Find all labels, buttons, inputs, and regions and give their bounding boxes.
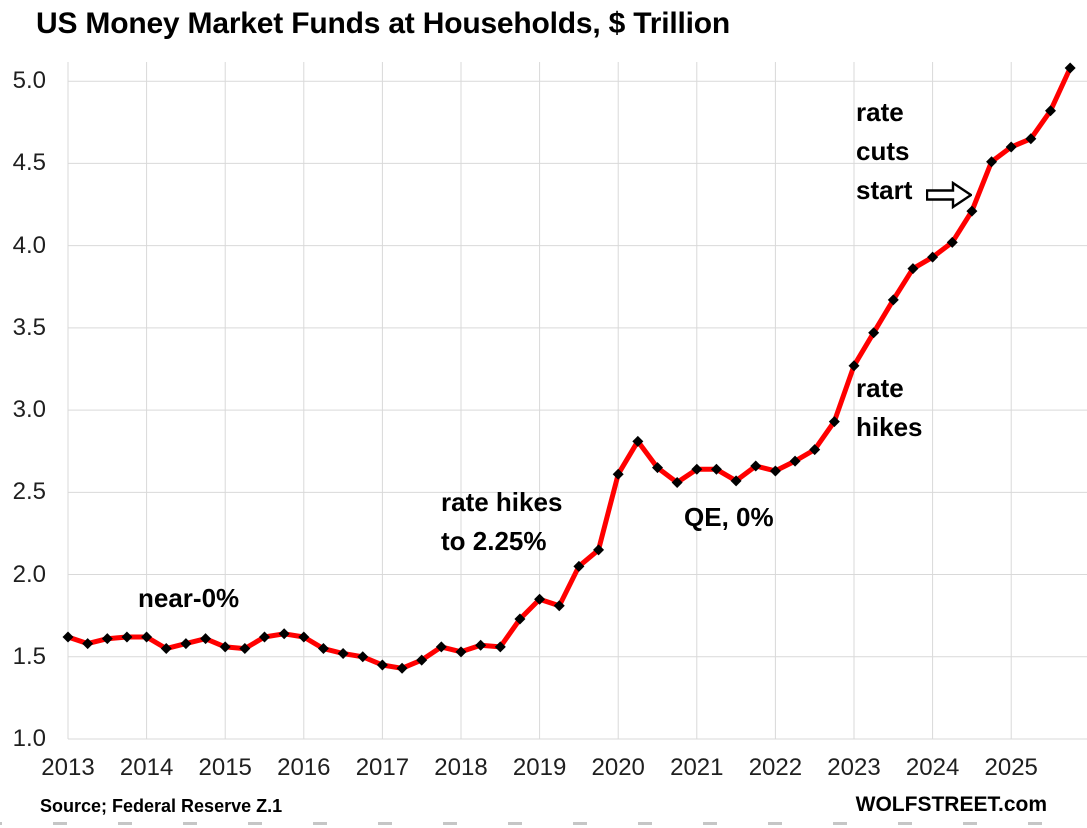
data-point-marker	[553, 600, 565, 612]
data-point-marker	[180, 638, 192, 650]
right-arrow-icon	[926, 181, 972, 209]
x-axis-label-2014: 2014	[119, 754, 174, 781]
y-axis-label-3.5: 3.5	[12, 313, 46, 341]
x-axis-label-2020: 2020	[591, 754, 645, 781]
data-point-marker	[317, 643, 329, 655]
data-point-marker	[101, 633, 113, 645]
data-point-marker	[868, 327, 880, 339]
data-point-marker	[887, 294, 899, 306]
annotation-qe-0: QE, 0%	[684, 502, 774, 532]
brand-watermark: WOLFSTREET.com	[855, 793, 1047, 816]
data-point-marker	[1045, 105, 1056, 117]
x-axis-label-2016: 2016	[277, 754, 331, 781]
data-point-marker	[160, 643, 172, 655]
data-point-marker	[396, 662, 408, 674]
y-axis-label-2.5: 2.5	[12, 478, 46, 506]
data-point-marker	[475, 639, 487, 651]
x-axis-label-2025: 2025	[984, 754, 1038, 781]
annotation-near-0: near-0%	[138, 583, 240, 613]
y-axis-label-3.0: 3.0	[12, 396, 46, 424]
data-point-marker	[986, 156, 998, 168]
x-axis-label-2022: 2022	[748, 754, 803, 781]
data-point-marker	[966, 205, 978, 217]
x-axis-label-2013: 2013	[41, 754, 95, 781]
y-axis-label-2.0: 2.0	[12, 560, 46, 588]
data-point-marker	[848, 360, 860, 372]
data-point-marker	[82, 638, 94, 650]
data-point-marker	[769, 465, 781, 477]
y-axis-label-1.0: 1.0	[12, 725, 46, 752]
data-point-marker	[789, 455, 801, 467]
source-note: Source; Federal Reserve Z.1	[40, 796, 283, 816]
data-point-marker	[514, 613, 526, 625]
data-point-marker	[200, 633, 212, 645]
data-point-marker	[435, 641, 447, 653]
cropped-bottom-row	[0, 822, 1087, 825]
data-point-marker	[259, 631, 270, 643]
data-point-marker	[946, 236, 958, 248]
data-point-marker	[632, 435, 644, 447]
x-axis-label-2015: 2015	[198, 754, 252, 781]
data-point-marker	[455, 646, 467, 658]
x-axis-label-2021: 2021	[670, 754, 724, 781]
y-axis-label-4.0: 4.0	[12, 231, 46, 259]
y-axis-label-5.0: 5.0	[12, 67, 46, 95]
x-axis-label-2019: 2019	[512, 754, 567, 781]
data-point-marker	[750, 460, 762, 472]
data-point-marker	[573, 560, 585, 572]
data-point-marker	[691, 463, 703, 475]
y-axis-label-1.5: 1.5	[12, 642, 46, 670]
data-point-marker	[141, 631, 153, 643]
data-point-marker	[1005, 141, 1017, 153]
data-point-marker	[593, 544, 605, 556]
data-point-marker	[121, 631, 133, 643]
data-point-marker	[730, 475, 742, 487]
data-point-marker	[652, 462, 663, 474]
data-point-marker	[416, 654, 428, 666]
y-axis-label-4.5: 4.5	[12, 149, 46, 177]
data-point-marker	[278, 628, 290, 640]
chart-title: US Money Market Funds at Households, $ T…	[36, 7, 731, 40]
data-point-marker	[809, 444, 821, 456]
data-point-marker	[710, 463, 722, 475]
data-point-marker	[612, 468, 624, 480]
x-axis-label-2018: 2018	[434, 754, 488, 781]
annotation-rate-cuts-start: rate cuts start	[856, 97, 913, 205]
x-axis-label-2017: 2017	[355, 754, 410, 781]
data-point-marker	[671, 476, 683, 488]
data-point-marker	[337, 647, 349, 659]
data-point-marker	[357, 651, 369, 663]
data-point-marker	[298, 631, 310, 643]
data-point-marker	[494, 641, 506, 653]
data-point-marker	[534, 593, 546, 605]
annotation-rate-hikes-to-2-25: rate hikes to 2.25%	[441, 487, 563, 556]
data-point-marker	[907, 263, 919, 275]
data-point-marker	[828, 416, 840, 428]
data-point-marker	[219, 641, 231, 653]
data-point-marker	[62, 631, 74, 643]
annotation-rate-hikes: rate hikes	[856, 373, 923, 442]
x-axis-label-2023: 2023	[827, 754, 881, 781]
data-point-marker	[1064, 62, 1076, 74]
x-axis-label-2024: 2024	[905, 754, 960, 781]
data-point-marker	[927, 251, 939, 263]
data-point-marker	[376, 659, 388, 671]
data-line	[65, 65, 1073, 671]
data-point-marker	[239, 643, 251, 655]
data-point-marker	[1025, 133, 1037, 145]
